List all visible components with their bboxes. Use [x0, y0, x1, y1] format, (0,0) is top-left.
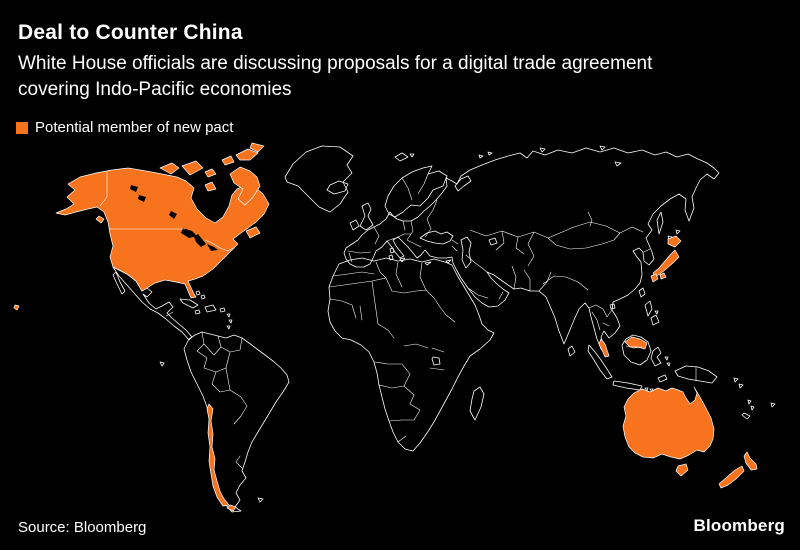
island-cuba	[179, 298, 199, 309]
country-greenland	[284, 145, 354, 213]
island-hispaniola	[204, 304, 217, 313]
island-java	[612, 380, 643, 391]
australia-tasmania	[675, 463, 689, 477]
bloomberg-logo: Bloomberg	[693, 516, 785, 535]
continent-eurasia	[343, 147, 720, 357]
island-falkland	[257, 497, 264, 503]
caspian-sea	[460, 236, 472, 269]
border-central-america	[165, 311, 174, 317]
aral-sea	[488, 237, 498, 246]
country-ireland	[349, 219, 360, 231]
arctic-island-dots	[478, 145, 622, 167]
malaysia-peninsular	[598, 338, 610, 358]
island-sumatra	[587, 344, 613, 380]
islands-hawaii	[13, 304, 20, 311]
region-scandinavia	[384, 165, 448, 218]
footer: Source: Bloomberg Bloomberg	[0, 514, 800, 536]
page-title: Deal to Counter China	[18, 21, 243, 44]
japan-kyushu-shikoku	[650, 272, 667, 283]
islands-philippines	[644, 300, 660, 326]
continent-south-america	[183, 331, 290, 513]
island-novaya-zemlya	[454, 175, 472, 192]
header: Deal to Counter China White House offici…	[18, 20, 718, 104]
new-zealand-south-island	[718, 465, 745, 489]
borders-africa	[328, 261, 456, 443]
country-iceland	[326, 180, 349, 195]
continent-africa	[327, 257, 495, 452]
country-australia	[622, 386, 715, 460]
legend-swatch-icon	[16, 121, 28, 134]
island-sulawesi	[650, 346, 662, 367]
legend-label: Potential member of new pact	[35, 119, 234, 136]
borders-southeast-asia	[588, 248, 651, 349]
island-madagascar	[469, 386, 485, 421]
lake-baikal-line	[587, 211, 593, 227]
island-taiwan	[638, 287, 646, 298]
peninsula-baja	[112, 271, 126, 295]
new-zealand-north-island	[743, 451, 758, 471]
legend: Potential member of new pact	[16, 119, 233, 136]
japan-hokkaido	[667, 235, 682, 248]
island-new-caledonia	[741, 412, 751, 420]
borders-central-asia	[469, 221, 644, 267]
island-vancouver	[95, 215, 105, 224]
country-chile	[206, 403, 230, 507]
island-sri-lanka	[567, 345, 576, 357]
island-timor	[657, 374, 668, 383]
molucca-dots	[664, 356, 671, 367]
canada-arctic-islands	[159, 142, 265, 192]
country-canada-usa-mainland	[55, 167, 270, 299]
borders-europe	[347, 173, 438, 263]
island-sakhalin	[656, 211, 664, 235]
islands-svalbard	[394, 152, 415, 162]
chile-tierra-del-fuego	[226, 504, 237, 512]
black-sea	[419, 230, 454, 245]
malaysia-east-borneo	[624, 336, 648, 350]
borders-middle-east	[451, 239, 531, 300]
caribbean-island-dots	[194, 290, 233, 330]
lake-victoria	[431, 356, 441, 366]
mediterranean-island-dots	[388, 247, 452, 266]
great-lakes	[181, 228, 218, 251]
canadian-lakes	[130, 185, 177, 219]
island-baffin	[229, 166, 261, 206]
source-label: Source: Bloomberg	[18, 519, 147, 536]
borders-south-asia	[538, 271, 589, 292]
pacific-island-dots	[733, 377, 776, 411]
border-alaska-canada	[99, 170, 108, 207]
borders-south-america	[196, 331, 248, 469]
island-newfoundland	[245, 226, 261, 239]
island-new-guinea	[674, 365, 718, 384]
japan-honshu	[652, 249, 680, 278]
border-us-canada	[108, 228, 234, 252]
island-galapagos	[159, 361, 165, 367]
page-subtitle: White House officials are discussing pro…	[18, 53, 653, 101]
country-united-kingdom	[359, 202, 374, 231]
island-borneo	[621, 334, 652, 366]
